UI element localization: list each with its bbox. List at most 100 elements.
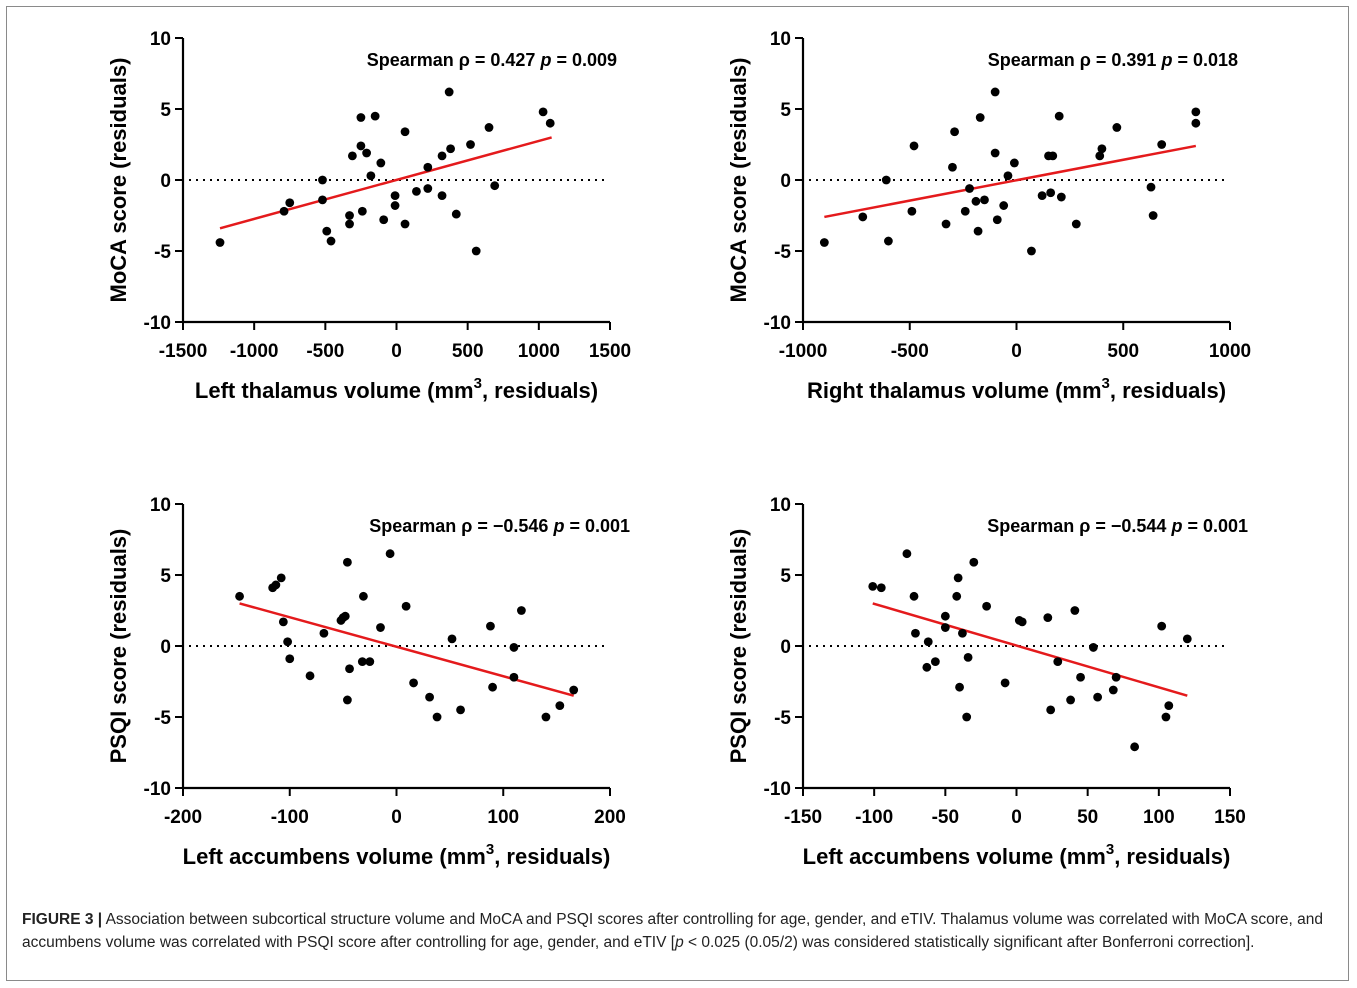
- data-point: [215, 238, 225, 247]
- data-point: [1146, 182, 1156, 192]
- data-point: [509, 643, 519, 652]
- data-point: [345, 211, 354, 220]
- data-point: [1157, 621, 1167, 631]
- x-tick-label: -500: [891, 341, 929, 362]
- data-point: [1046, 705, 1056, 715]
- y-axis-label: MoCA score (residuals): [106, 58, 131, 303]
- data-point: [490, 181, 500, 191]
- data-point: [948, 162, 957, 172]
- x-tick-label: 1000: [518, 341, 560, 362]
- y-tick-label: 10: [770, 495, 791, 516]
- data-point: [345, 219, 354, 229]
- data-point: [940, 623, 950, 632]
- data-point: [340, 611, 350, 621]
- x-axis-label: Right thalamus volume (mm3, residuals): [807, 375, 1226, 403]
- data-point: [1112, 123, 1122, 132]
- data-point: [962, 712, 972, 722]
- data-point: [881, 175, 891, 185]
- caption-label: FIGURE 3 |: [22, 911, 103, 928]
- y-tick-label: 5: [160, 100, 171, 121]
- x-tick-label: 1500: [589, 341, 631, 362]
- data-point: [357, 657, 367, 667]
- data-point: [278, 617, 288, 627]
- data-point: [1070, 606, 1080, 615]
- y-tick-label: 5: [780, 100, 791, 121]
- data-point: [930, 657, 940, 667]
- y-axis-label: PSQI score (residuals): [726, 529, 751, 764]
- y-tick-label: -10: [144, 313, 171, 334]
- x-tick-label: 500: [1107, 341, 1139, 362]
- spearman-annotation: Spearman ρ = −0.546 p = 0.001: [369, 516, 630, 536]
- caption-text-1: Association between subcortical structur…: [22, 911, 1323, 951]
- data-point: [1076, 672, 1085, 682]
- x-tick-label: -200: [164, 807, 202, 828]
- data-point: [412, 186, 421, 196]
- data-point: [305, 671, 315, 681]
- data-point: [973, 226, 983, 236]
- data-point: [1003, 171, 1013, 181]
- y-tick-label: -5: [154, 242, 171, 263]
- data-point: [538, 107, 548, 117]
- data-point: [409, 678, 418, 688]
- data-point: [909, 141, 919, 151]
- data-point: [488, 682, 497, 692]
- data-point: [955, 682, 964, 692]
- regression-line: [872, 602, 1188, 697]
- data-point: [356, 113, 366, 122]
- data-point: [950, 127, 959, 137]
- y-tick-label: -5: [154, 708, 171, 729]
- x-tick-label: 150: [1214, 807, 1246, 828]
- data-point: [1048, 151, 1058, 161]
- data-point: [376, 623, 385, 632]
- data-point: [569, 685, 579, 695]
- data-point: [276, 573, 286, 583]
- spearman-annotation: Spearman ρ = −0.544 p = 0.001: [987, 516, 1248, 536]
- y-tick-label: 5: [780, 566, 791, 587]
- data-point: [1191, 107, 1201, 117]
- data-point: [347, 151, 357, 161]
- figure-frame: [6, 6, 1349, 981]
- y-tick-label: 0: [160, 171, 171, 192]
- data-point: [1095, 151, 1105, 161]
- data-point: [437, 151, 447, 161]
- x-tick-label: 500: [452, 341, 484, 362]
- x-axis-label: Left accumbens volume (mm3, residuals): [183, 841, 611, 869]
- data-point: [922, 662, 932, 672]
- data-point: [326, 236, 336, 246]
- data-point: [385, 549, 395, 559]
- data-point: [484, 123, 494, 132]
- data-point: [541, 712, 551, 722]
- data-point: [432, 712, 442, 722]
- data-point: [437, 191, 447, 201]
- data-point: [345, 664, 354, 674]
- data-point: [271, 580, 281, 590]
- data-point: [969, 557, 979, 567]
- data-point: [1097, 144, 1107, 154]
- data-point: [971, 196, 981, 206]
- data-point: [1000, 678, 1010, 688]
- data-point: [425, 692, 434, 702]
- x-tick-label: 50: [1077, 807, 1098, 828]
- y-tick-label: -5: [774, 708, 791, 729]
- data-point: [1071, 219, 1081, 229]
- x-tick-label: -500: [306, 341, 344, 362]
- data-point: [982, 601, 992, 611]
- data-point: [423, 162, 433, 172]
- data-point: [1161, 712, 1171, 722]
- data-point: [1108, 685, 1118, 695]
- data-point: [990, 87, 1000, 97]
- data-point: [401, 601, 411, 611]
- data-point: [876, 583, 886, 593]
- x-tick-label: -1500: [159, 341, 208, 362]
- data-point: [446, 144, 455, 154]
- x-tick-label: -1000: [779, 341, 828, 362]
- data-point: [1066, 695, 1075, 705]
- data-point: [909, 591, 919, 601]
- data-point: [1088, 643, 1098, 652]
- data-point: [952, 591, 962, 601]
- data-point: [285, 198, 295, 208]
- data-point: [466, 140, 475, 149]
- x-tick-label: 1000: [1209, 341, 1251, 362]
- y-tick-label: -10: [764, 313, 791, 334]
